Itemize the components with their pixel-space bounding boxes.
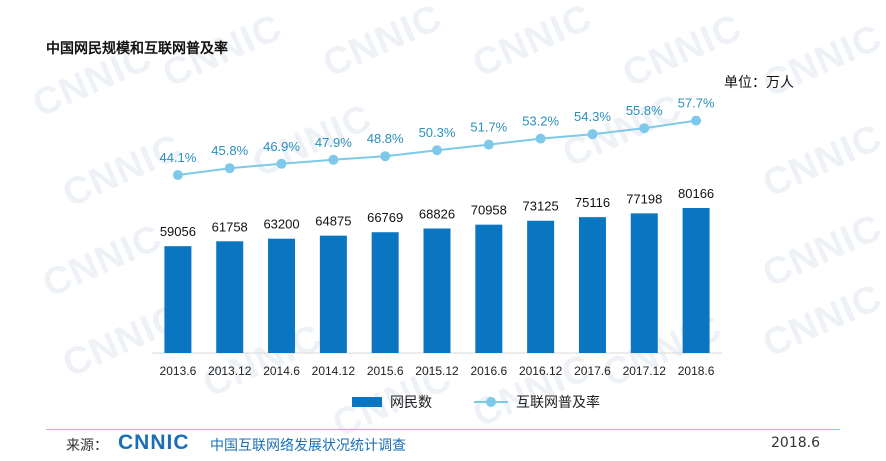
- rate-value-label: 50.3%: [419, 125, 456, 140]
- rate-value-label: 47.9%: [315, 135, 352, 150]
- rate-point: [172, 170, 183, 180]
- bar: [475, 224, 503, 353]
- x-tick-label: 2015.12: [415, 364, 459, 378]
- rate-value-label: 46.9%: [263, 139, 300, 154]
- bar: [268, 238, 296, 353]
- rate-point: [276, 158, 287, 169]
- chart-title: 中国网民规模和互联网普及率: [46, 41, 228, 57]
- legend-swatch-line: [474, 397, 508, 407]
- bar: [164, 246, 192, 353]
- bar-value-label: 73125: [523, 199, 559, 214]
- bar-value-label: 80166: [678, 186, 714, 201]
- bar-value-label: 77198: [626, 191, 662, 206]
- rate-value-label: 57.7%: [678, 96, 715, 111]
- bar-value-label: 70958: [471, 203, 507, 218]
- bar-value-label: 63200: [263, 217, 299, 232]
- bar: [527, 220, 555, 353]
- report-date: 2018.6: [771, 435, 820, 451]
- rate-value-label: 53.2%: [522, 114, 559, 129]
- bar: [319, 235, 347, 353]
- source-label: 来源：: [66, 438, 108, 454]
- x-tick-label: 2015.6: [367, 364, 404, 378]
- rate-value-label: 54.3%: [574, 109, 611, 124]
- x-tick-label: 2013.6: [160, 364, 197, 378]
- rate-point: [328, 154, 339, 165]
- footer-divider: [46, 429, 840, 430]
- bar: [371, 232, 399, 353]
- rate-point: [587, 129, 598, 140]
- x-tick-label: 2014.6: [263, 364, 300, 378]
- bar-value-label: 59056: [160, 224, 196, 239]
- bar: [578, 217, 606, 353]
- unit-label: 单位：万人: [724, 75, 794, 91]
- rate-value-label: 45.8%: [211, 143, 248, 158]
- source-name: 中国互联网络发展状况统计调查: [210, 438, 406, 454]
- rate-value-label: 44.1%: [159, 150, 196, 165]
- footer: 来源： CNNIC 中国互联网络发展状况统计调查 2018.6: [0, 430, 886, 456]
- bar: [216, 241, 244, 353]
- legend: 网民数 互联网普及率: [0, 392, 886, 416]
- legend-label-users: 网民数: [390, 395, 432, 411]
- rate-point: [535, 133, 546, 144]
- bar-value-label: 61758: [212, 219, 248, 234]
- legend-label-rate: 互联网普及率: [516, 395, 600, 411]
- bar: [423, 228, 451, 353]
- bar: [630, 213, 658, 353]
- bar-value-label: 64875: [315, 214, 351, 229]
- rate-point: [380, 151, 391, 162]
- rate-point: [691, 115, 702, 126]
- chart-plot: 59056 2013.6 61758 2013.12 63200 2014.6 64875 2…: [152, 96, 722, 378]
- x-tick-label: 2013.12: [208, 364, 252, 378]
- bar-value-label: 75116: [575, 195, 610, 210]
- rate-value-label: 48.8%: [367, 131, 404, 146]
- rate-point: [432, 145, 442, 156]
- x-tick-label: 2017.6: [574, 364, 611, 378]
- x-tick-label: 2014.12: [312, 364, 356, 378]
- x-tick-label: 2018.6: [678, 364, 715, 378]
- legend-swatch-bar: [352, 397, 382, 407]
- cnnic-logo: CNNIC: [118, 431, 190, 454]
- bar-value-label: 66769: [367, 210, 403, 225]
- rate-value-label: 55.8%: [626, 103, 663, 118]
- legend-item-rate: 互联网普及率: [474, 392, 600, 412]
- legend-item-users: 网民数: [352, 392, 432, 412]
- x-tick-label: 2017.12: [623, 364, 667, 378]
- x-tick-label: 2016.12: [519, 364, 563, 378]
- rate-value-label: 51.7%: [470, 120, 507, 135]
- rate-point: [224, 163, 235, 174]
- rate-point: [483, 139, 494, 150]
- bar: [682, 208, 710, 353]
- bar-value-label: 68826: [419, 207, 455, 222]
- rate-point: [639, 123, 650, 134]
- x-tick-label: 2016.6: [470, 364, 507, 378]
